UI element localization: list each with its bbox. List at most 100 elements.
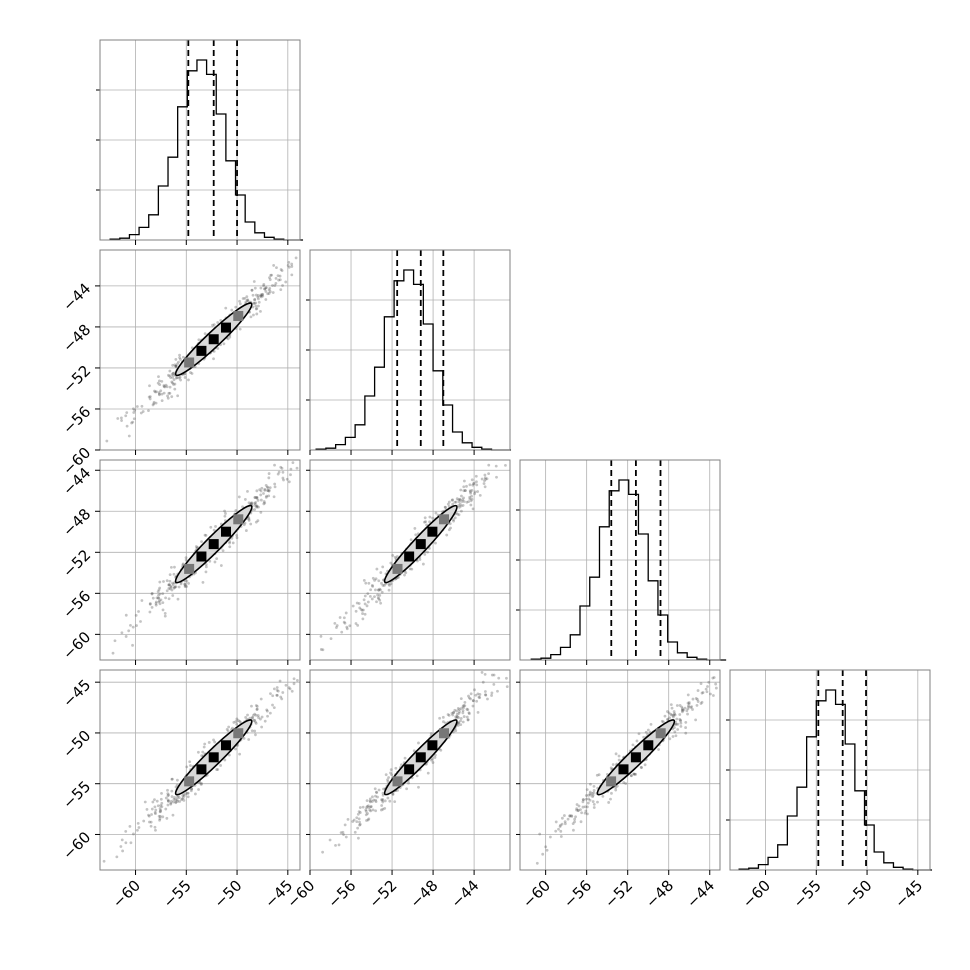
scatter-point [383, 806, 387, 810]
scatter-point [471, 483, 475, 487]
scatter-point [255, 489, 259, 493]
scatter-point [152, 402, 156, 406]
scatter-point [270, 273, 274, 277]
scatter-point [468, 489, 472, 493]
scatter-point [676, 728, 680, 731]
scatter-point [143, 800, 147, 804]
scatter-point [362, 598, 366, 602]
scatter-point [468, 490, 472, 494]
scatter-point [462, 715, 466, 718]
scatter-point [238, 752, 242, 756]
scatter-point [242, 736, 246, 740]
scatter-point [575, 803, 579, 806]
scatter-point [579, 808, 582, 812]
scatter-point [253, 508, 257, 511]
scatter-point [150, 591, 154, 595]
scatter-point [389, 771, 392, 775]
density-cell [233, 310, 244, 321]
scatter-point [453, 516, 457, 520]
scatter-point [155, 390, 158, 394]
scatter-panel-3-1: −60 −56 −52 −48 −44 [283, 669, 511, 912]
x-tick-label: −56 [324, 876, 359, 911]
scatter-point [576, 809, 580, 813]
scatter-point [359, 607, 363, 611]
panel-frame [99, 459, 301, 661]
scatter-point [387, 588, 391, 592]
scatter-point [230, 308, 234, 312]
scatter-point [176, 362, 179, 366]
scatter-point [214, 525, 217, 528]
scatter-point [264, 298, 268, 301]
scatter-point [251, 716, 254, 720]
scatter-point [147, 814, 151, 818]
scatter-point [244, 529, 248, 532]
scatter-point [490, 673, 494, 677]
scatter-point [262, 500, 266, 503]
scatter-point [139, 620, 142, 623]
scatter-point [466, 718, 470, 722]
scatter-point [168, 573, 172, 577]
scatter-point [141, 410, 145, 413]
scatter-point [321, 850, 325, 854]
scatter-point [172, 572, 176, 576]
scatter-point [252, 713, 255, 717]
scatter-point [174, 357, 178, 361]
scatter-point [254, 301, 258, 305]
scatter-point [268, 278, 272, 282]
scatter-point [252, 313, 255, 317]
scatter-point [495, 475, 498, 479]
scatter-point [164, 383, 168, 387]
scatter-point [147, 409, 150, 413]
scatter-point [467, 712, 471, 715]
scatter-point [201, 750, 205, 754]
scatter-point [199, 783, 203, 786]
y-tick-label: −60 [59, 828, 94, 863]
scatter-point [611, 763, 615, 766]
scatter-point [181, 796, 185, 800]
scatter-point [184, 556, 188, 560]
scatter-point [680, 705, 684, 709]
y-tick-label: −45 [59, 676, 94, 711]
scatter-point [187, 378, 190, 382]
scatter-point [243, 498, 247, 501]
scatter-point [231, 541, 235, 545]
scatter-point [200, 540, 203, 544]
scatter-point [151, 800, 155, 804]
scatter-point [148, 610, 152, 614]
scatter-point [255, 496, 259, 499]
scatter-point [462, 706, 465, 710]
scatter-point [695, 704, 699, 707]
scatter-point [259, 286, 263, 290]
scatter-point [673, 730, 677, 734]
scatter-point [375, 567, 379, 571]
y-tick-label: −55 [59, 777, 94, 812]
scatter-point [253, 501, 257, 505]
scatter-point [328, 838, 332, 842]
density-cell [618, 764, 629, 775]
scatter-point [649, 722, 653, 726]
scatter-point [663, 714, 667, 718]
scatter-point [483, 476, 487, 480]
scatter-point [683, 706, 687, 710]
scatter-point [255, 504, 259, 508]
scatter-point [250, 501, 254, 505]
scatter-point [684, 731, 688, 735]
scatter-point [377, 588, 381, 592]
scatter-point [173, 565, 176, 569]
scatter-point [321, 648, 325, 652]
scatter-point [120, 419, 123, 422]
scatter-point [179, 378, 182, 382]
scatter-point [273, 463, 276, 467]
scatter-point [456, 512, 459, 516]
scatter-point [486, 697, 489, 701]
scatter-point [609, 766, 613, 770]
scatter-point [457, 721, 461, 724]
x-tick-label: −44 [447, 876, 482, 911]
scatter-point [684, 726, 688, 729]
scatter-point [271, 694, 275, 698]
scatter-point [460, 494, 463, 498]
scatter-point [148, 602, 152, 606]
scatter-point [691, 708, 694, 711]
scatter-point [629, 774, 633, 777]
scatter-point [335, 626, 338, 629]
